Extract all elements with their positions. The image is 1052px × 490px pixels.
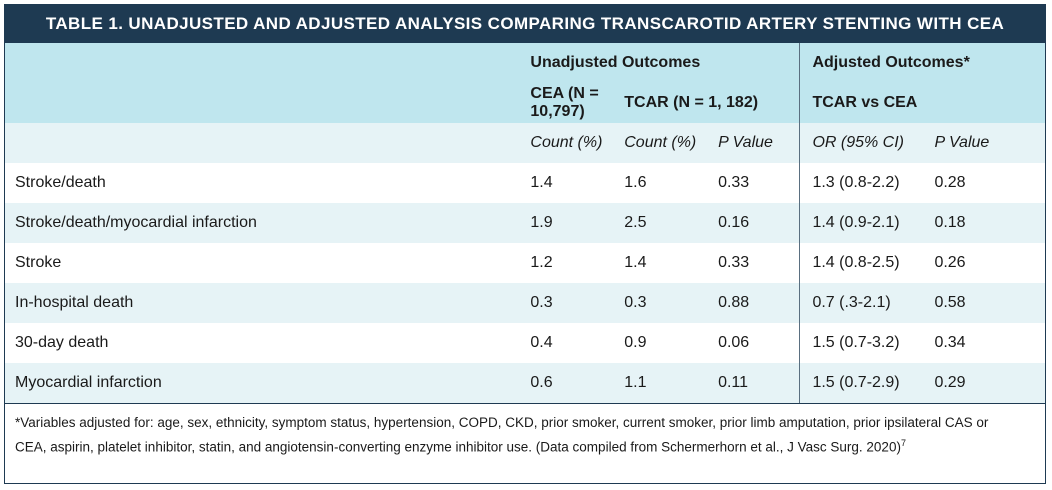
cell-p: 0.11	[718, 374, 749, 391]
cell-p-adj: 0.28	[934, 174, 966, 191]
table-row: 30-day death 0.4 0.9 0.06 1.5 (0.7-3.2) …	[5, 323, 1045, 363]
cell-tcar: 0.9	[624, 334, 647, 351]
col-or: OR (95% CI)	[799, 123, 923, 163]
unadjusted-header: Unadjusted Outcomes	[530, 54, 701, 71]
cell-or: 1.3 (0.8-2.2)	[799, 163, 923, 203]
cell-or: 1.5 (0.7-2.9)	[799, 363, 923, 403]
col-count-tcar: Count (%)	[624, 134, 697, 151]
footnote-reference: 7	[900, 438, 906, 448]
cell-p: 0.88	[718, 294, 750, 311]
row-label: Myocardial infarction	[15, 374, 162, 391]
row-label: Stroke/death	[15, 174, 106, 191]
cell-or: 1.4 (0.8-2.5)	[799, 243, 923, 283]
row-label: Stroke/death/myocardial infarction	[15, 214, 257, 231]
col-count-cea: Count (%)	[530, 134, 603, 151]
cell-p-adj: 0.29	[934, 374, 966, 391]
col-p-value-adjusted: P Value	[934, 134, 990, 151]
table-row: Stroke/death/myocardial infarction 1.9 2…	[5, 203, 1045, 243]
cell-tcar: 2.5	[624, 214, 647, 231]
blank-cell	[5, 123, 518, 163]
blank-cell	[5, 43, 518, 83]
table-row: Myocardial infarction 0.6 1.1 0.11 1.5 (…	[5, 363, 1045, 403]
cell-p-adj: 0.18	[934, 214, 966, 231]
footnote-line-1: *Variables adjusted for: age, sex, ethni…	[15, 415, 989, 430]
cell-cea: 0.6	[530, 374, 553, 391]
table-row: Stroke 1.2 1.4 0.33 1.4 (0.8-2.5) 0.26	[5, 243, 1045, 283]
col-p-value: P Value	[718, 134, 773, 151]
cell-cea: 0.3	[530, 294, 553, 311]
cell-p: 0.16	[718, 214, 750, 231]
row-label: In-hospital death	[15, 294, 134, 311]
column-header-row: Count (%) Count (%) P Value OR (95% CI) …	[5, 123, 1045, 163]
cea-header: CEA (N = 10,797)	[530, 85, 599, 120]
table-row: In-hospital death 0.3 0.3 0.88 0.7 (.3-2…	[5, 283, 1045, 323]
cell-tcar: 1.6	[624, 174, 647, 191]
footnote-line-2-text: CEA, aspirin, platelet inhibitor, statin…	[15, 439, 901, 455]
group-header-row: Unadjusted Outcomes Adjusted Outcomes*	[5, 43, 1045, 83]
cell-cea: 1.4	[530, 174, 553, 191]
cell-p: 0.33	[718, 254, 750, 271]
row-label: 30-day death	[15, 334, 109, 351]
cell-tcar: 0.3	[624, 294, 647, 311]
table-title: TABLE 1. UNADJUSTED AND ADJUSTED ANALYSI…	[5, 5, 1045, 43]
cell-tcar: 1.1	[624, 374, 647, 391]
cell-cea: 1.2	[530, 254, 553, 271]
table-figure: TABLE 1. UNADJUSTED AND ADJUSTED ANALYSI…	[4, 4, 1046, 484]
cell-or: 0.7 (.3-2.1)	[799, 283, 923, 323]
tcar-header: TCAR (N = 1, 182)	[624, 94, 759, 111]
table-row: Stroke/death 1.4 1.6 0.33 1.3 (0.8-2.2) …	[5, 163, 1045, 203]
cell-p-adj: 0.58	[934, 294, 966, 311]
cell-or: 1.5 (0.7-3.2)	[799, 323, 923, 363]
footnote: *Variables adjusted for: age, sex, ethni…	[5, 403, 1045, 458]
adjusted-header: Adjusted Outcomes*	[799, 43, 1045, 83]
sub-header-row: CEA (N = 10,797) TCAR (N = 1, 182) TCAR …	[5, 83, 1045, 123]
cell-p: 0.33	[718, 174, 750, 191]
row-label: Stroke	[15, 254, 62, 271]
cell-tcar: 1.4	[624, 254, 647, 271]
blank-cell	[5, 83, 518, 123]
tcar-vs-cea-header: TCAR vs CEA	[799, 83, 1045, 123]
cell-p-adj: 0.26	[934, 254, 966, 271]
cell-cea: 0.4	[530, 334, 553, 351]
cell-p: 0.06	[718, 334, 750, 351]
cell-or: 1.4 (0.9-2.1)	[799, 203, 923, 243]
outcomes-table: Unadjusted Outcomes Adjusted Outcomes* C…	[5, 43, 1045, 403]
cell-p-adj: 0.34	[934, 334, 966, 351]
footnote-line-2: CEA, aspirin, platelet inhibitor, statin…	[15, 433, 1035, 458]
cell-cea: 1.9	[530, 214, 553, 231]
